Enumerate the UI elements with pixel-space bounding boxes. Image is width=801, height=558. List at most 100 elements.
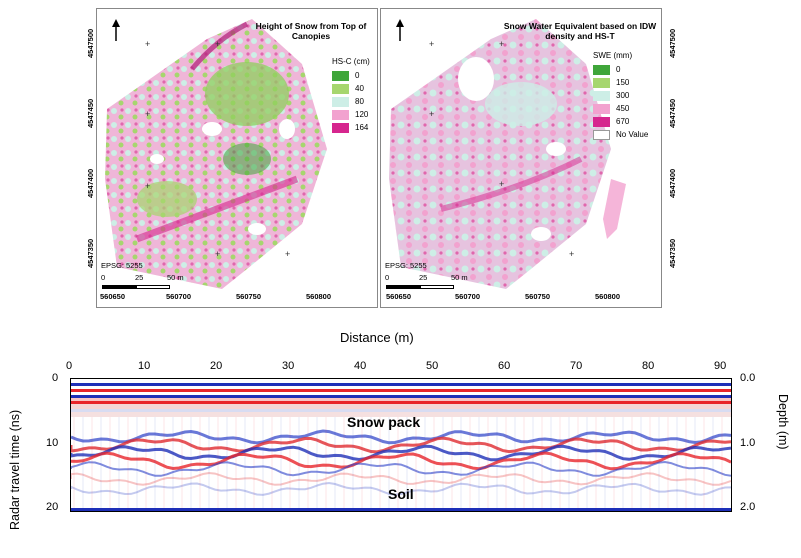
legend-swatch: [593, 64, 610, 75]
scale-segment: [420, 285, 454, 289]
legend-item: 670: [593, 115, 648, 128]
y-tick-label-left: 10: [46, 437, 59, 449]
scale-segment: [136, 285, 170, 289]
easting-label: 560750: [525, 292, 551, 301]
northing-label: 4547450: [668, 98, 677, 128]
northing-label: 4547350: [86, 238, 95, 268]
legend-item: 300: [593, 89, 648, 102]
x-tick-label: 30: [282, 360, 295, 372]
legend-title: HS-C (cm): [332, 57, 370, 66]
legend-item: 120: [332, 108, 370, 121]
legend-item: 0: [593, 63, 648, 76]
legend-title: SWE (mm): [593, 51, 633, 60]
scale-label: 25: [419, 273, 428, 282]
north-arrow-icon: [112, 19, 120, 41]
legend-item: 450: [593, 102, 648, 115]
legend-label: 670: [616, 117, 630, 126]
grid-cross: +: [145, 181, 151, 191]
scale-label: 50 m: [451, 273, 468, 282]
legend-label: 0: [616, 65, 621, 74]
scale-bar: 0 25 50 m: [385, 273, 495, 295]
grid-cross: +: [569, 249, 575, 259]
x-tick-label: 80: [642, 360, 655, 372]
snowpack-annotation: Snow pack: [347, 414, 421, 430]
x-tick-label: 10: [138, 360, 151, 372]
grid-cross: +: [215, 39, 221, 49]
northing-label: 4547400: [668, 168, 677, 198]
scale-label: 0: [385, 273, 390, 282]
x-tick-label: 90: [714, 360, 727, 372]
legend-rows: 0 150 300 450 670 No Value: [593, 63, 648, 141]
legend-label: 0: [355, 71, 360, 80]
x-tick-label: 50: [426, 360, 439, 372]
scale-bar: 0 25 50 m: [101, 273, 211, 295]
legend-label: 450: [616, 104, 630, 113]
legend-rows: 0 40 80 120 164: [332, 69, 370, 134]
legend-item: 0: [332, 69, 370, 82]
x-tick-label: 40: [354, 360, 367, 372]
grid-cross: +: [499, 39, 505, 49]
legend-label: 150: [616, 78, 630, 87]
legend-label: 164: [355, 123, 369, 132]
scale-segment: [386, 285, 420, 289]
easting-label: 560800: [595, 292, 621, 301]
legend-swatch: [332, 122, 349, 133]
legend-label: 80: [355, 97, 364, 106]
northing-label: 4547500: [86, 28, 95, 58]
legend-item: No Value: [593, 128, 648, 141]
map-title: Snow Water Equivalent based on IDW densi…: [503, 21, 657, 41]
swe-raster: [389, 19, 626, 289]
legend-label: 300: [616, 91, 630, 100]
easting-label: 560650: [386, 292, 412, 301]
snow-height-raster: [105, 19, 327, 289]
easting-label: 560700: [166, 292, 192, 301]
legend-swatch: [593, 90, 610, 101]
x-tick-label: 60: [498, 360, 511, 372]
legend-swatch: [332, 83, 349, 94]
legend-label: 120: [355, 110, 369, 119]
scale-segment: [102, 285, 136, 289]
legend-label: No Value: [616, 130, 649, 139]
scale-label: 25: [135, 273, 144, 282]
x-tick-label: 70: [570, 360, 583, 372]
easting-label: 560750: [236, 292, 262, 301]
grid-cross: +: [215, 249, 221, 259]
legend-swatch: [593, 116, 610, 127]
northing-label: 4547400: [86, 168, 95, 198]
legend-swatch: [332, 70, 349, 81]
y-tick-label-right: 1.0: [740, 437, 756, 449]
grid-cross: +: [499, 179, 505, 189]
gpr-y-axis-title-right: Depth (m): [776, 394, 790, 450]
epsg-label: EPSG: 5255: [101, 261, 143, 270]
easting-label: 560800: [306, 292, 332, 301]
scale-label: 50 m: [167, 273, 184, 282]
radargram-image: [71, 379, 731, 511]
north-arrow-icon: [396, 19, 404, 41]
scale-label: 0: [101, 273, 106, 282]
swe-map: Snow Water Equivalent based on IDW densi…: [380, 8, 662, 308]
soil-annotation: Soil: [388, 486, 414, 502]
legend-swatch: [593, 103, 610, 114]
map-title: Height of Snow from Top of Canopies: [255, 21, 367, 41]
x-tick-label: 0: [66, 360, 73, 372]
legend-item: 40: [332, 82, 370, 95]
legend-swatch: [593, 129, 610, 140]
y-tick-label-left: 20: [46, 501, 59, 513]
grid-cross: +: [145, 109, 151, 119]
grid-cross: +: [285, 249, 291, 259]
grid-cross: +: [145, 39, 151, 49]
map-legend: SWE (mm) 0 150 300 450 670 No Value: [593, 51, 648, 141]
legend-swatch: [332, 109, 349, 120]
y-tick-label-left: 0: [52, 372, 59, 384]
snow-height-map: Height of Snow from Top of Canopies HS-C…: [96, 8, 378, 308]
gpr-radargram: [70, 378, 732, 512]
map-legend: HS-C (cm) 0 40 80 120 164: [332, 57, 370, 134]
epsg-label: EPSG: 5255: [385, 261, 427, 270]
gpr-y-axis-title-left: Radar travel time (ns): [8, 409, 22, 530]
legend-label: 40: [355, 84, 364, 93]
gpr-x-axis-title: Distance (m): [340, 330, 414, 345]
northing-label: 4547350: [668, 238, 677, 268]
y-tick-label-right: 2.0: [740, 501, 756, 513]
legend-swatch: [332, 96, 349, 107]
legend-item: 80: [332, 95, 370, 108]
